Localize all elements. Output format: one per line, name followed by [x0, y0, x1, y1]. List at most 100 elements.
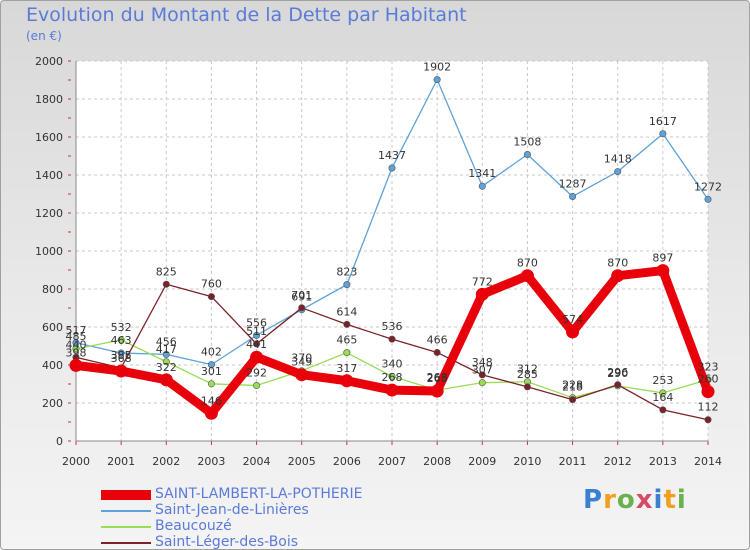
data-label-1: 1902	[423, 61, 451, 74]
data-label-0: 260	[698, 373, 719, 386]
legend-swatch-2	[101, 526, 151, 528]
logo-letter: t	[663, 485, 677, 515]
data-label-3: 536	[382, 320, 403, 333]
y-tick-label: 0	[56, 435, 63, 448]
data-label-1: 1508	[513, 135, 541, 148]
x-tick-label: 2001	[107, 455, 135, 468]
data-label-0: 263	[427, 372, 448, 385]
data-label-3: 296	[607, 366, 628, 379]
data-point-0	[295, 368, 309, 382]
data-point-3	[207, 293, 215, 301]
legend-item-0: SAINT-LAMBERT-LA-POTHERIE	[101, 486, 401, 503]
data-label-1: 556	[246, 316, 267, 329]
data-point-1	[207, 361, 215, 369]
data-label-0: 870	[607, 257, 628, 270]
logo-letter: i	[676, 485, 687, 515]
data-point-0	[385, 383, 399, 397]
data-label-1: 517	[66, 324, 87, 337]
data-point-0	[611, 269, 625, 283]
unit-label: (en €)	[26, 29, 62, 43]
data-label-2: 268	[427, 371, 448, 384]
data-label-3: 218	[562, 381, 583, 394]
data-label-2: 312	[517, 363, 538, 376]
data-label-2: 323	[698, 361, 719, 374]
y-tick-label: 1400	[35, 169, 63, 182]
data-label-0: 772	[472, 275, 493, 288]
x-tick-label: 2013	[649, 455, 677, 468]
data-point-0	[475, 287, 489, 301]
data-point-3	[433, 348, 441, 356]
y-tick-label: 200	[42, 397, 63, 410]
legend-item-2: Beaucouzé	[101, 518, 401, 535]
y-tick-label: 1600	[35, 131, 63, 144]
legend-label-2: Beaucouzé	[155, 518, 232, 534]
logo-letter: P	[583, 485, 604, 515]
data-label-1: 1437	[378, 149, 406, 162]
data-label-0: 574	[562, 313, 583, 326]
data-label-3: 440	[66, 338, 87, 351]
data-point-1	[569, 192, 577, 200]
x-tick-label: 2003	[197, 455, 225, 468]
data-point-2	[72, 345, 80, 353]
data-point-1	[343, 281, 351, 289]
x-tick-label: 2005	[288, 455, 316, 468]
proxiti-logo: Proxiti	[583, 485, 687, 515]
data-label-2: 301	[201, 365, 222, 378]
data-label-0: 322	[156, 361, 177, 374]
data-point-1	[704, 195, 712, 203]
data-label-1: 402	[201, 346, 222, 359]
data-label-0: 146	[201, 394, 222, 407]
data-point-2	[343, 349, 351, 357]
data-point-3	[298, 304, 306, 312]
data-point-0	[250, 350, 264, 364]
data-point-0	[69, 358, 83, 372]
x-tick-label: 2011	[559, 455, 587, 468]
chart-title: Evolution du Montant de la Dette par Hab…	[26, 4, 467, 26]
data-point-0	[114, 364, 128, 378]
data-point-3	[478, 371, 486, 379]
data-point-3	[388, 335, 396, 343]
data-label-3: 385	[111, 349, 132, 362]
x-tick-label: 2002	[152, 455, 180, 468]
data-point-1	[117, 349, 125, 357]
y-tick-label: 400	[42, 359, 63, 372]
data-label-2: 485	[66, 330, 87, 343]
legend-swatch-3	[101, 542, 151, 544]
data-label-0: 441	[246, 338, 267, 351]
data-label-0: 317	[336, 362, 357, 375]
data-label-3: 511	[246, 325, 267, 338]
axis-layer: 0 200 400 600 800 1000 1200 1400 1600 1800 2000 200…	[35, 55, 722, 468]
data-label-1: 463	[111, 334, 132, 347]
x-tick-label: 2006	[333, 455, 361, 468]
data-label-1: 691	[291, 291, 312, 304]
data-label-2: 253	[652, 374, 673, 387]
data-label-2: 290	[607, 367, 628, 380]
data-point-3	[704, 416, 712, 424]
data-label-3: 825	[156, 265, 177, 278]
data-label-3: 112	[698, 401, 719, 414]
y-tick-label: 1000	[35, 245, 63, 258]
legend-label-3: Saint-Léger-des-Bois	[155, 534, 299, 550]
data-point-1	[614, 168, 622, 176]
data-label-0: 368	[111, 352, 132, 365]
y-tick-label: 1800	[35, 93, 63, 106]
series-layer	[69, 76, 715, 424]
data-point-1	[162, 350, 170, 358]
data-label-1: 1272	[694, 180, 722, 193]
data-point-3	[569, 396, 577, 404]
logo-letter: i	[653, 485, 664, 515]
data-point-3	[253, 340, 261, 348]
logo-letter: r	[603, 485, 617, 515]
data-label-0: 349	[291, 356, 312, 369]
legend-item-3: Saint-Léger-des-Bois	[101, 534, 401, 550]
data-point-0	[566, 325, 580, 339]
data-point-0	[520, 269, 534, 283]
x-tick-label: 2012	[604, 455, 632, 468]
legend-swatch-0	[101, 490, 151, 500]
data-point-2	[659, 389, 667, 397]
data-point-3	[343, 320, 351, 328]
data-label-1: 1341	[468, 167, 496, 180]
data-label-3: 760	[201, 278, 222, 291]
x-tick-label: 2009	[468, 455, 496, 468]
